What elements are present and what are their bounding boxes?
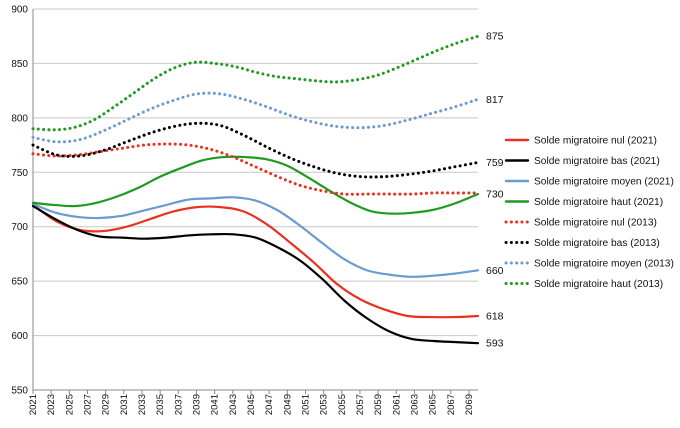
- end-label: 817: [486, 94, 504, 106]
- x-tick-label: 2025: [64, 394, 75, 415]
- x-tick-label: 2059: [373, 394, 384, 415]
- x-tick-label: 2061: [391, 394, 402, 415]
- end-label: 875: [486, 31, 504, 43]
- y-tick-label: 800: [11, 113, 28, 124]
- x-tick-label: 2027: [82, 394, 93, 415]
- y-axis-ticks: 550 600 650 700 750 800 850 900: [11, 5, 28, 397]
- y-tick-label: 750: [11, 168, 28, 179]
- series-line-4: [31, 155, 480, 215]
- series-line-1: [31, 203, 480, 319]
- series-line-5: [31, 142, 480, 196]
- legend-label: Solde migratoire bas (2021): [534, 156, 660, 167]
- axes: [32, 9, 478, 391]
- x-tick-label: 2069: [464, 394, 475, 415]
- end-label: 593: [486, 338, 504, 350]
- x-tick-label: 2037: [173, 394, 184, 415]
- end-label: 660: [486, 265, 504, 277]
- x-tick-label: 2041: [210, 394, 221, 415]
- x-tick-label: 2023: [46, 394, 57, 415]
- series-line-3: [31, 196, 480, 278]
- legend-label: Solde migratoire haut (2021): [534, 197, 663, 208]
- x-tick-label: 2049: [282, 394, 293, 415]
- y-tick-label: 600: [11, 331, 28, 342]
- x-tick-label: 2033: [137, 394, 148, 415]
- legend-label: Solde migratoire haut (2013): [534, 279, 663, 290]
- x-tick-label: 2039: [191, 394, 202, 415]
- x-tick-label: 2035: [155, 394, 166, 415]
- x-tick-label: 2053: [319, 394, 330, 415]
- x-tick-label: 2031: [119, 394, 130, 415]
- x-tick-label: 2055: [337, 394, 348, 415]
- x-tick-label: 2057: [355, 394, 366, 415]
- end-labels: 618 593 660 730 759 817 875: [486, 31, 504, 350]
- x-tick-label: 2043: [228, 394, 239, 415]
- series-line-8: [31, 34, 480, 132]
- legend-label: Solde migratoire nul (2013): [534, 218, 657, 229]
- end-label: 730: [486, 189, 504, 201]
- gridlines: [33, 8, 478, 337]
- y-tick-label: 850: [11, 59, 28, 70]
- x-tick-label: 2051: [300, 394, 311, 415]
- x-tick-label: 2063: [409, 394, 420, 415]
- y-tick-label: 650: [11, 277, 28, 288]
- legend-label: Solde migratoire nul (2021): [534, 136, 657, 147]
- end-label: 618: [486, 310, 504, 322]
- legend-label: Solde migratoire bas (2013): [534, 238, 660, 249]
- end-label: 759: [486, 157, 504, 169]
- x-tick-label: 2065: [428, 394, 439, 415]
- legend: Solde migratoire nul (2021) Solde migrato…: [504, 136, 674, 290]
- legend-label: Solde migratoire moyen (2021): [534, 177, 674, 188]
- series-line-6: [31, 121, 480, 179]
- y-tick-label: 900: [11, 5, 28, 16]
- x-tick-label: 2067: [446, 394, 457, 415]
- x-tick-label: 2029: [101, 394, 112, 415]
- y-tick-label: 700: [11, 222, 28, 233]
- x-tick-label: 2021: [28, 394, 39, 415]
- x-tick-label: 2045: [246, 394, 257, 415]
- series-lines: [31, 34, 480, 345]
- legend-label: Solde migratoire moyen (2013): [534, 259, 674, 270]
- x-tick-label: 2047: [264, 394, 275, 415]
- x-axis-ticks: 2021 2023 2025 2027 2029 2031 2033 2035 2037 2039…: [28, 390, 475, 415]
- series-line-7: [31, 91, 480, 144]
- series-line-2: [31, 204, 480, 345]
- y-tick-label: 550: [11, 386, 28, 397]
